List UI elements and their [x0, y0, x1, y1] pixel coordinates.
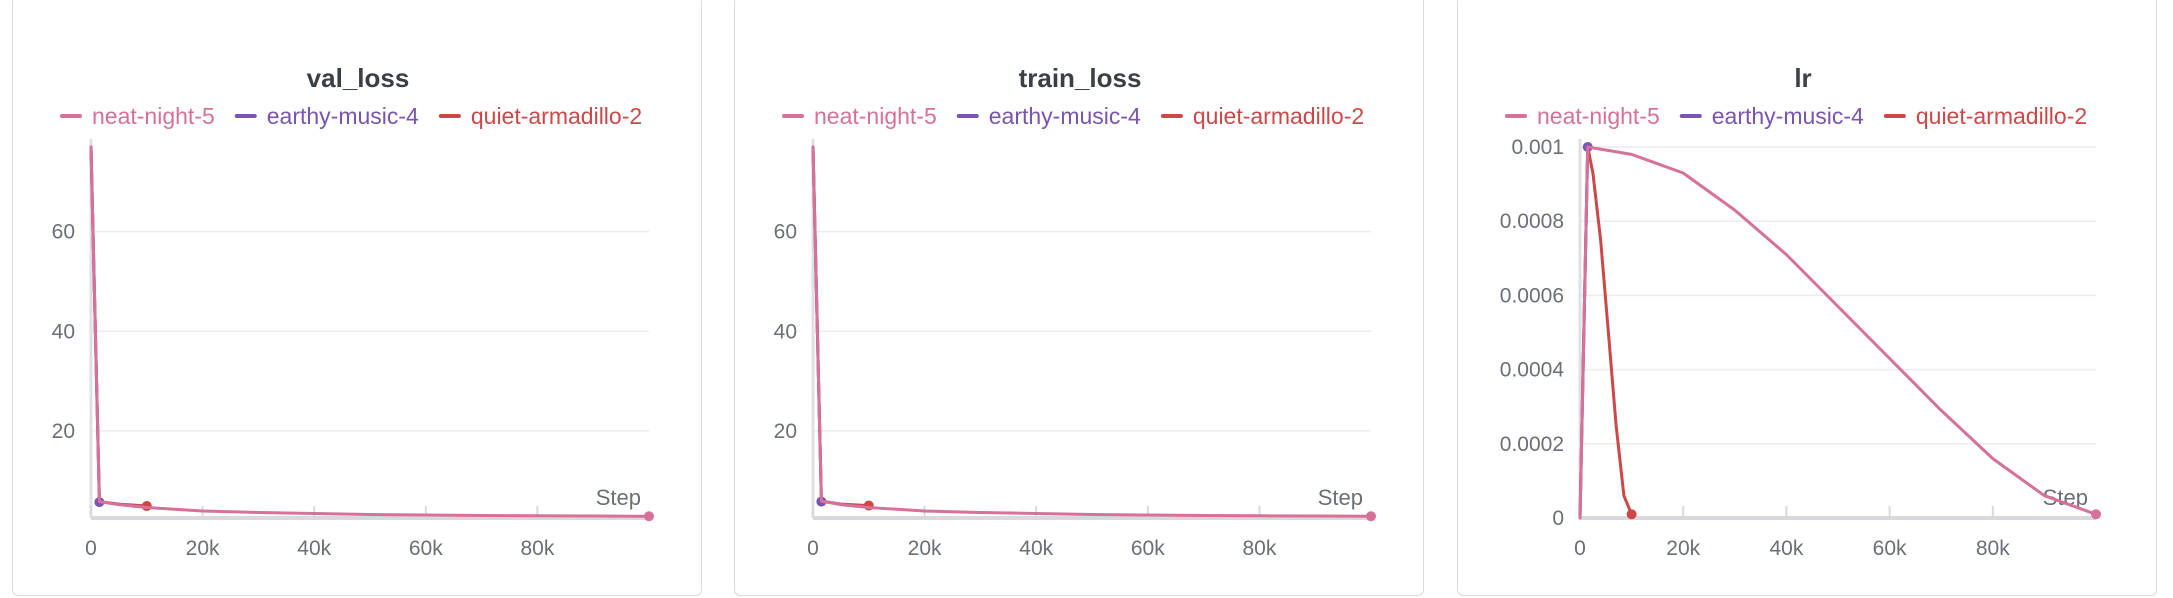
x-tick-label: 40k — [1019, 537, 1053, 560]
chart0-x-axis-label: Step — [596, 485, 641, 510]
y-tick-label: 60 — [52, 221, 75, 244]
y-tick-label: 60 — [774, 221, 797, 244]
legend-item-earthy-music-4[interactable]: earthy-music-4 — [234, 103, 419, 129]
val-loss-chart[interactable]: val_loss neat-night-5 earthy-music-4 quiet-… — [13, 0, 703, 597]
series-line-neat-night-5[interactable] — [1578, 145, 2098, 520]
x-tick-label: 0 — [85, 537, 97, 560]
chart0-title: val_loss — [307, 63, 410, 93]
legend-label: neat-night-5 — [92, 103, 215, 129]
legend-label: quiet-armadillo-2 — [471, 103, 642, 129]
x-tick-label: 40k — [1769, 537, 1803, 560]
y-tick-label: 0.0008 — [1500, 210, 1564, 233]
chart1-x-axis-label: Step — [1318, 485, 1363, 510]
legend-label: earthy-music-4 — [267, 103, 419, 129]
legend-label: quiet-armadillo-2 — [1916, 103, 2087, 129]
legend-label: earthy-music-4 — [1712, 103, 1864, 129]
x-tick-label: 0 — [807, 537, 819, 560]
chart-panel-train-loss: train_loss neat-night-5 earthy-music-4 quie… — [734, 0, 1424, 596]
y-tick-label: 0.001 — [1511, 136, 1564, 159]
y-tick-label: 20 — [774, 420, 797, 443]
series-line-neat-night-5[interactable] — [811, 145, 1373, 518]
x-tick-label: 60k — [1131, 537, 1165, 560]
legend-item-earthy-music-4[interactable]: earthy-music-4 — [1679, 103, 1864, 129]
legend-item-quiet-armadillo-2[interactable]: quiet-armadillo-2 — [1160, 103, 1364, 129]
train-loss-chart[interactable]: train_loss neat-night-5 earthy-music-4 quie… — [735, 0, 1425, 597]
chart-panel-val-loss: val_loss neat-night-5 earthy-music-4 quiet-… — [12, 0, 702, 596]
y-tick-label: 0.0004 — [1500, 359, 1565, 382]
series-endpoint-neat-night-5[interactable] — [1366, 511, 1376, 522]
x-tick-label: 60k — [1873, 537, 1907, 560]
series-endpoint-neat-night-5[interactable] — [2091, 509, 2101, 520]
y-tick-label: 40 — [52, 320, 75, 343]
x-tick-label: 80k — [1976, 537, 2010, 560]
series-line-neat-night-5[interactable] — [89, 145, 651, 518]
legend-label: neat-night-5 — [1537, 103, 1660, 129]
y-tick-label: 0 — [1552, 507, 1564, 530]
chart1-title: train_loss — [1019, 63, 1142, 93]
legend-item-neat-night-5[interactable]: neat-night-5 — [782, 103, 937, 129]
x-tick-label: 80k — [1242, 537, 1276, 560]
legend-label: earthy-music-4 — [989, 103, 1141, 129]
series-endpoint-neat-night-5[interactable] — [644, 511, 654, 522]
x-tick-label: 0 — [1574, 537, 1586, 560]
series-endpoint-quiet-armadillo-2[interactable] — [1626, 509, 1637, 520]
legend-item-quiet-armadillo-2[interactable]: quiet-armadillo-2 — [1883, 103, 2087, 129]
x-tick-label: 20k — [908, 537, 942, 560]
x-tick-label: 20k — [186, 537, 220, 560]
legend-item-neat-night-5[interactable]: neat-night-5 — [60, 103, 215, 129]
legend-item-quiet-armadillo-2[interactable]: quiet-armadillo-2 — [438, 103, 642, 129]
legend-label: neat-night-5 — [814, 103, 937, 129]
legend-item-neat-night-5[interactable]: neat-night-5 — [1505, 103, 1660, 129]
chart2-title: lr — [1794, 63, 1811, 93]
y-tick-label: 40 — [774, 320, 797, 343]
y-tick-label: 20 — [52, 420, 75, 443]
x-tick-label: 80k — [520, 537, 554, 560]
y-tick-label: 0.0006 — [1500, 284, 1564, 307]
x-tick-label: 20k — [1666, 537, 1700, 560]
lr-chart[interactable]: lr neat-night-5 earthy-music-4 quiet-armadi… — [1458, 0, 2158, 597]
y-tick-label: 0.0002 — [1500, 433, 1564, 456]
x-tick-label: 60k — [409, 537, 443, 560]
chart-panel-lr: lr neat-night-5 earthy-music-4 quiet-armadi… — [1457, 0, 2157, 596]
legend-item-earthy-music-4[interactable]: earthy-music-4 — [956, 103, 1141, 129]
x-tick-label: 40k — [297, 537, 331, 560]
legend-label: quiet-armadillo-2 — [1193, 103, 1364, 129]
